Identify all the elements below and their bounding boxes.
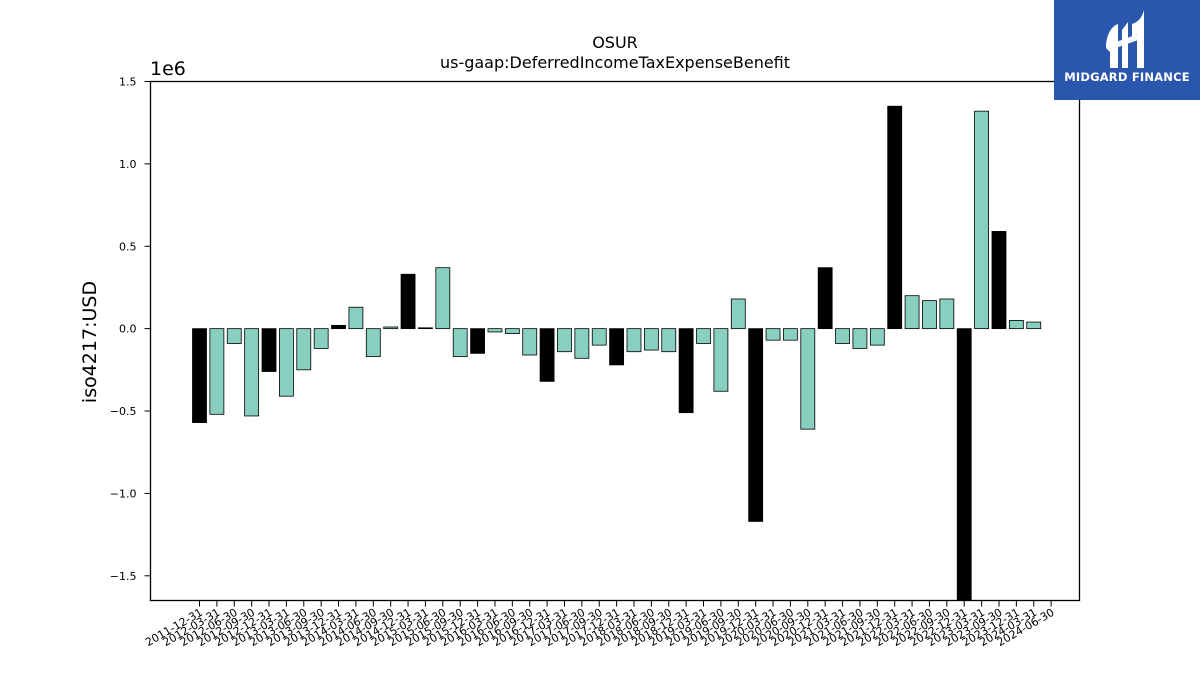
- y-tick-label: −1.5: [110, 570, 137, 583]
- brand-name: MIDGARD FINANCE: [1064, 70, 1190, 84]
- bar-2023-03-31: [974, 110, 989, 330]
- bar-2012-06-30: [226, 328, 242, 344]
- bar-2018-03-31: [626, 328, 642, 353]
- x-ticks-group: 2011-12-312012-03-312012-06-302012-09-30…: [143, 600, 1057, 649]
- brand-logo: MIDGARD FINANCE: [1054, 0, 1200, 100]
- bar-2022-06-30: [922, 300, 937, 330]
- bar-2011-12-31: [192, 328, 207, 423]
- bar-2015-09-30: [452, 328, 468, 358]
- bar-2021-03-31: [835, 328, 850, 344]
- logo-mark-icon: [1106, 10, 1144, 68]
- bar-2021-09-30: [869, 328, 885, 346]
- bar-2014-03-31: [348, 306, 364, 330]
- y-tick-label: −0.5: [110, 405, 137, 418]
- bar-2022-03-31: [904, 295, 920, 330]
- bar-2017-06-30: [574, 328, 590, 359]
- y-tick-label: 0.0: [119, 323, 137, 336]
- bar-2012-12-31: [261, 328, 277, 372]
- bar-2020-12-31: [817, 267, 833, 330]
- bar-2020-09-30: [800, 328, 816, 430]
- bar-2019-12-31: [748, 328, 764, 522]
- y-tick-label: −1.0: [110, 487, 137, 500]
- bars-group: [192, 105, 1042, 601]
- y-tick-label: 0.5: [119, 240, 137, 253]
- bar-2023-09-30: [991, 231, 1007, 330]
- bar-2015-12-31: [470, 328, 485, 354]
- bar-2016-03-31: [487, 328, 503, 333]
- bar-2013-06-30: [296, 328, 312, 371]
- bar-2020-03-31: [765, 328, 781, 341]
- bar-2013-12-31: [331, 324, 346, 330]
- bar-2016-12-31: [539, 328, 555, 382]
- bar-2017-03-31: [557, 328, 572, 353]
- bar-2019-09-30: [730, 298, 746, 330]
- bar-2016-09-30: [522, 328, 538, 356]
- bar-2024-03-31: [1026, 321, 1042, 330]
- y-tick-label: 1.5: [119, 76, 137, 89]
- bar-2017-12-31: [609, 328, 625, 366]
- bar-2019-03-31: [696, 328, 711, 344]
- bar-2014-06-30: [365, 328, 381, 358]
- plot-frame: [149, 80, 1081, 602]
- bar-2018-06-30: [643, 328, 659, 351]
- bar-2016-06-30: [504, 328, 520, 334]
- bar-2021-06-30: [852, 328, 868, 349]
- bar-2019-06-30: [713, 328, 729, 392]
- y-ticks-group: −1.5 −1.0 −0.5 0.0 0.5 1.0 1.5: [110, 76, 151, 583]
- bar-2014-09-30: [383, 326, 399, 330]
- y-axis-label: iso4217:USD: [79, 281, 101, 403]
- bar-2023-12-31: [1008, 320, 1024, 330]
- bar-2018-12-31: [678, 328, 694, 414]
- bar-2013-09-30: [313, 328, 329, 349]
- bar-2015-06-30: [435, 267, 451, 330]
- bar-2015-03-31: [418, 327, 433, 330]
- bar-2013-03-31: [278, 328, 294, 397]
- bar-2012-03-31: [209, 328, 225, 415]
- bar-2012-09-30: [244, 328, 260, 417]
- bar-2021-12-31: [887, 105, 903, 330]
- bar-2017-09-30: [591, 328, 607, 346]
- bar-2020-06-30: [783, 328, 798, 341]
- bar-2014-12-31: [400, 273, 416, 330]
- y-tick-label: 1.0: [119, 158, 137, 171]
- chart-subtitle: us-gaap:DeferredIncomeTaxExpenseBenefit: [440, 53, 790, 72]
- bar-2018-09-30: [661, 328, 677, 353]
- bar-2022-12-31: [956, 328, 972, 601]
- y-scale-label: 1e6: [150, 58, 186, 80]
- chart-title: OSUR: [592, 33, 638, 52]
- bar-2022-09-30: [939, 298, 955, 330]
